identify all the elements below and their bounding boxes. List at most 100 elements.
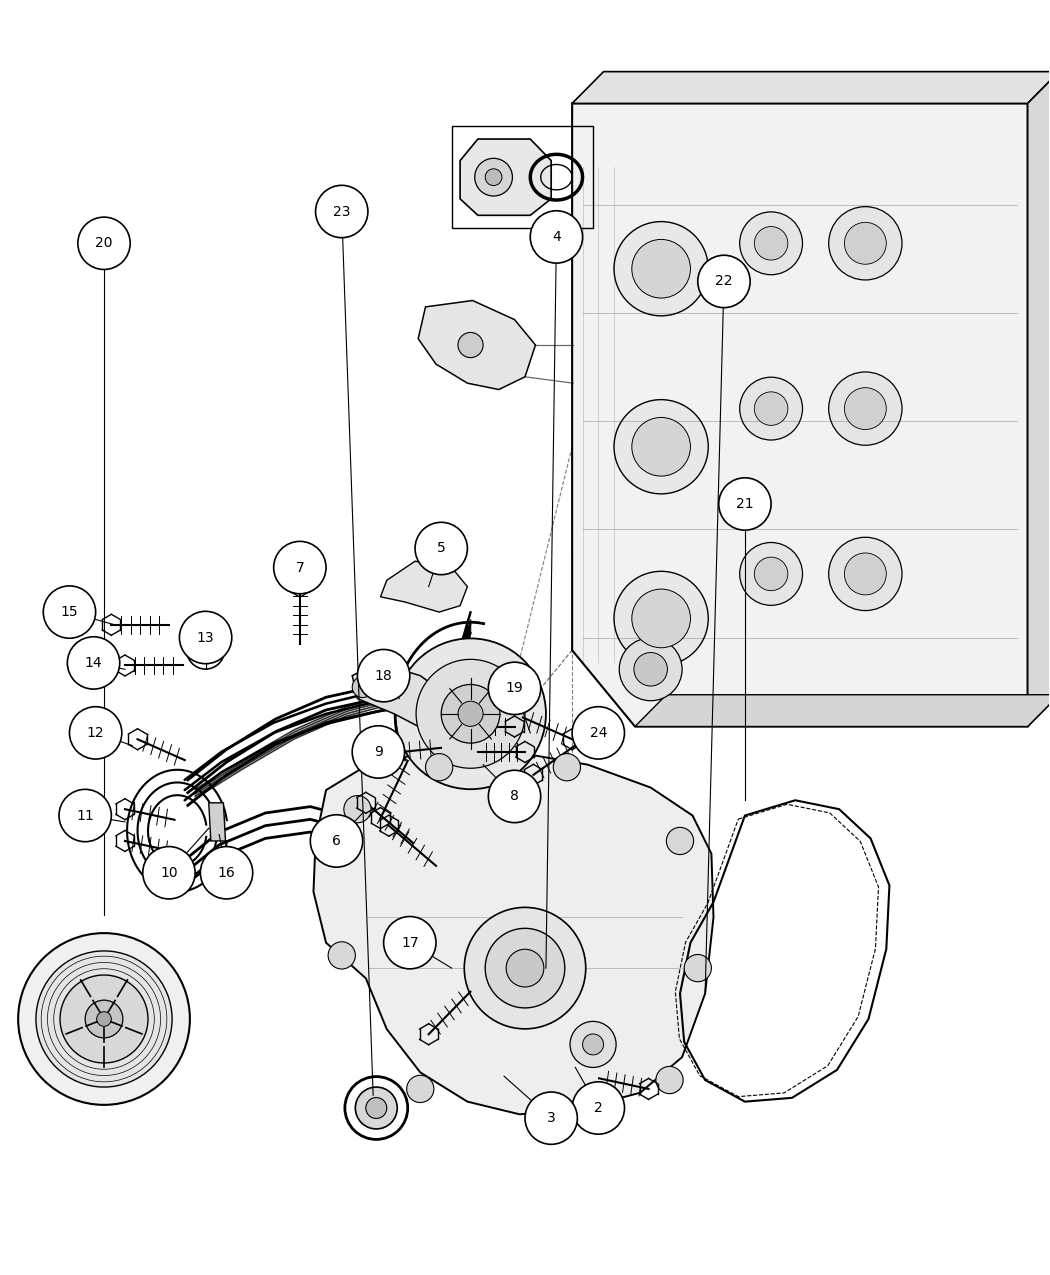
Circle shape bbox=[328, 942, 355, 969]
Circle shape bbox=[352, 677, 373, 697]
Circle shape bbox=[570, 1021, 616, 1067]
Circle shape bbox=[580, 1094, 607, 1122]
Circle shape bbox=[464, 908, 586, 1029]
Circle shape bbox=[844, 553, 886, 595]
Text: 18: 18 bbox=[375, 668, 393, 682]
Circle shape bbox=[316, 185, 368, 237]
Circle shape bbox=[583, 1034, 604, 1054]
Circle shape bbox=[143, 847, 195, 899]
Circle shape bbox=[828, 372, 902, 445]
Circle shape bbox=[754, 391, 788, 426]
Circle shape bbox=[355, 1088, 397, 1128]
Circle shape bbox=[43, 586, 96, 639]
Polygon shape bbox=[418, 301, 536, 390]
Polygon shape bbox=[380, 561, 467, 612]
Circle shape bbox=[632, 240, 691, 298]
Circle shape bbox=[85, 1000, 123, 1038]
Text: 10: 10 bbox=[161, 866, 177, 880]
Circle shape bbox=[365, 1098, 386, 1118]
Text: 23: 23 bbox=[333, 204, 351, 218]
Text: 12: 12 bbox=[87, 725, 104, 739]
Polygon shape bbox=[635, 695, 1050, 727]
Circle shape bbox=[36, 951, 172, 1088]
Circle shape bbox=[620, 638, 682, 701]
Polygon shape bbox=[314, 750, 714, 1114]
Circle shape bbox=[415, 523, 467, 575]
Polygon shape bbox=[572, 71, 1050, 103]
Text: 6: 6 bbox=[332, 834, 341, 848]
Circle shape bbox=[828, 207, 902, 280]
Text: 8: 8 bbox=[510, 789, 519, 803]
Circle shape bbox=[754, 227, 788, 260]
Circle shape bbox=[844, 388, 886, 430]
Circle shape bbox=[458, 701, 483, 727]
Circle shape bbox=[632, 417, 691, 476]
Circle shape bbox=[719, 478, 771, 530]
Circle shape bbox=[525, 1091, 578, 1145]
Circle shape bbox=[395, 639, 546, 789]
Text: 22: 22 bbox=[715, 274, 733, 288]
Circle shape bbox=[383, 917, 436, 969]
Circle shape bbox=[739, 212, 802, 274]
Text: 20: 20 bbox=[96, 236, 112, 250]
Circle shape bbox=[201, 847, 253, 899]
Text: 16: 16 bbox=[217, 866, 235, 880]
Circle shape bbox=[78, 217, 130, 269]
Text: 11: 11 bbox=[77, 808, 94, 822]
Circle shape bbox=[97, 1011, 111, 1026]
Polygon shape bbox=[352, 663, 460, 737]
Text: 24: 24 bbox=[589, 725, 607, 739]
Circle shape bbox=[614, 222, 709, 316]
Circle shape bbox=[506, 950, 544, 987]
Text: 2: 2 bbox=[594, 1102, 603, 1116]
Text: 9: 9 bbox=[374, 745, 383, 759]
Circle shape bbox=[344, 1076, 407, 1140]
Circle shape bbox=[60, 975, 148, 1063]
Circle shape bbox=[485, 928, 565, 1009]
Circle shape bbox=[69, 706, 122, 759]
Circle shape bbox=[632, 589, 691, 648]
Circle shape bbox=[180, 611, 232, 664]
Circle shape bbox=[485, 168, 502, 186]
Circle shape bbox=[667, 827, 694, 854]
Text: 4: 4 bbox=[552, 230, 561, 244]
Polygon shape bbox=[1028, 71, 1050, 727]
Text: 19: 19 bbox=[506, 681, 523, 695]
Circle shape bbox=[311, 815, 362, 867]
Circle shape bbox=[634, 653, 668, 686]
Circle shape bbox=[614, 571, 709, 666]
Text: 5: 5 bbox=[437, 542, 445, 556]
Circle shape bbox=[59, 789, 111, 842]
Circle shape bbox=[18, 933, 190, 1105]
Circle shape bbox=[488, 662, 541, 714]
Circle shape bbox=[187, 631, 225, 669]
Polygon shape bbox=[460, 139, 551, 215]
Circle shape bbox=[67, 636, 120, 689]
Circle shape bbox=[343, 796, 371, 822]
Text: 14: 14 bbox=[85, 655, 102, 669]
Text: 15: 15 bbox=[61, 606, 79, 620]
Circle shape bbox=[352, 725, 404, 778]
Circle shape bbox=[530, 210, 583, 263]
Polygon shape bbox=[209, 803, 226, 842]
Circle shape bbox=[739, 542, 802, 606]
Circle shape bbox=[572, 706, 625, 759]
Polygon shape bbox=[572, 103, 1028, 727]
Circle shape bbox=[685, 955, 712, 982]
Circle shape bbox=[197, 641, 214, 659]
Circle shape bbox=[553, 754, 581, 780]
Circle shape bbox=[656, 1066, 684, 1094]
Circle shape bbox=[754, 557, 788, 590]
Circle shape bbox=[416, 659, 525, 769]
Circle shape bbox=[844, 222, 886, 264]
Circle shape bbox=[274, 542, 327, 594]
Circle shape bbox=[828, 537, 902, 611]
Circle shape bbox=[475, 158, 512, 196]
Circle shape bbox=[614, 399, 709, 493]
Circle shape bbox=[425, 754, 453, 780]
Circle shape bbox=[441, 685, 500, 743]
Circle shape bbox=[488, 770, 541, 822]
Text: 7: 7 bbox=[295, 561, 304, 575]
Text: 13: 13 bbox=[196, 631, 214, 644]
Circle shape bbox=[698, 255, 750, 307]
